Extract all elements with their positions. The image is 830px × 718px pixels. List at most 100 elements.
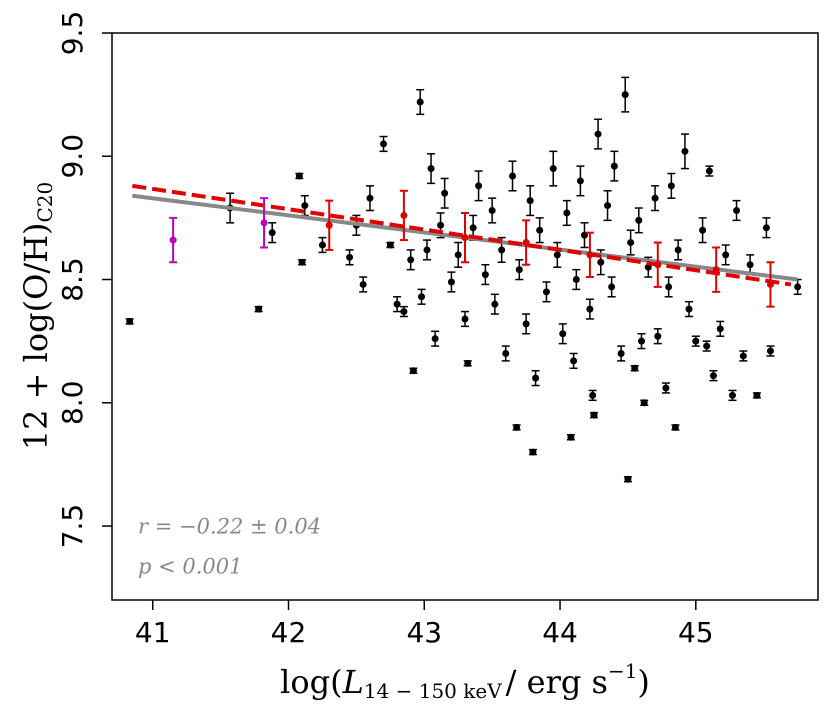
point: [617, 349, 625, 357]
point: [418, 293, 426, 301]
point: [559, 330, 567, 338]
x-label-part: log(: [280, 663, 342, 701]
point: [608, 283, 616, 291]
point: [427, 165, 435, 173]
point: [567, 433, 575, 441]
point: [586, 305, 594, 313]
point: [753, 391, 761, 399]
point: [604, 202, 612, 210]
point: [298, 258, 306, 266]
point: [651, 194, 659, 202]
point: [515, 266, 523, 274]
point: [794, 283, 802, 291]
point: [644, 263, 652, 271]
point: [409, 367, 417, 375]
point: [665, 283, 673, 291]
point: [423, 246, 431, 254]
y-tick-label: 9.5: [56, 11, 89, 56]
point: [576, 177, 584, 185]
point: [475, 182, 483, 190]
point: [654, 332, 662, 340]
point: [502, 349, 510, 357]
point: [594, 130, 602, 138]
point: [662, 384, 670, 392]
point: [549, 165, 557, 173]
point: [635, 216, 643, 224]
point: [260, 219, 268, 227]
point: [654, 261, 662, 269]
point: [597, 258, 605, 266]
point: [488, 206, 496, 214]
point: [461, 315, 469, 323]
y-tick-label: 9.0: [56, 134, 89, 179]
point: [469, 224, 477, 232]
y-axis-label: 12 + log(O/H)C20: [17, 182, 57, 451]
point: [709, 372, 717, 380]
point: [640, 399, 648, 407]
point: [728, 391, 736, 399]
point: [441, 189, 449, 197]
point: [674, 246, 682, 254]
x-label-part: L: [342, 663, 364, 701]
point: [325, 221, 333, 229]
point: [295, 172, 303, 180]
point: [464, 359, 472, 367]
point: [621, 91, 629, 99]
point: [126, 317, 134, 325]
point: [359, 280, 367, 288]
point: [522, 320, 530, 328]
point: [318, 241, 326, 249]
point: [716, 325, 724, 333]
y-label-part: 12 + log(O/H): [17, 223, 55, 451]
x-label-part: −1: [608, 659, 637, 683]
x-tick-label: 42: [271, 616, 307, 649]
point: [346, 253, 354, 261]
point: [416, 98, 424, 106]
point: [255, 305, 263, 313]
x-axis-label: log(L14 − 150 keV / erg s−1): [280, 659, 650, 703]
point: [529, 448, 537, 456]
point: [667, 182, 675, 190]
annotation: r = −0.22 ± 0.04: [138, 515, 321, 539]
x-tick-label: 43: [406, 616, 442, 649]
point: [461, 234, 469, 242]
point: [610, 162, 618, 170]
x-label-part: ): [637, 663, 649, 701]
point: [766, 280, 774, 288]
point: [386, 241, 394, 249]
point: [762, 224, 770, 232]
point: [393, 300, 401, 308]
point: [692, 337, 700, 345]
point: [681, 147, 689, 155]
point: [722, 251, 730, 259]
x-label-part: 14 − 150 keV: [364, 679, 502, 703]
point: [685, 305, 693, 313]
point: [437, 221, 445, 229]
point: [572, 276, 580, 284]
point: [553, 251, 561, 259]
x-label-part: / erg s: [506, 663, 608, 701]
point: [703, 342, 711, 350]
point: [491, 300, 499, 308]
point: [563, 209, 571, 217]
point: [746, 261, 754, 269]
point: [705, 167, 713, 175]
y-tick-label: 8.0: [56, 381, 89, 426]
point: [380, 140, 388, 148]
point: [481, 271, 489, 279]
point: [268, 229, 276, 237]
point: [766, 347, 774, 355]
point: [739, 352, 747, 360]
point: [712, 266, 720, 274]
x-tick-label: 44: [542, 616, 578, 649]
y-tick-label: 7.5: [56, 504, 89, 549]
point: [570, 357, 578, 365]
point: [536, 226, 544, 234]
point: [522, 239, 530, 247]
point: [586, 251, 594, 259]
point: [169, 236, 177, 244]
point: [366, 194, 374, 202]
point: [301, 202, 309, 210]
